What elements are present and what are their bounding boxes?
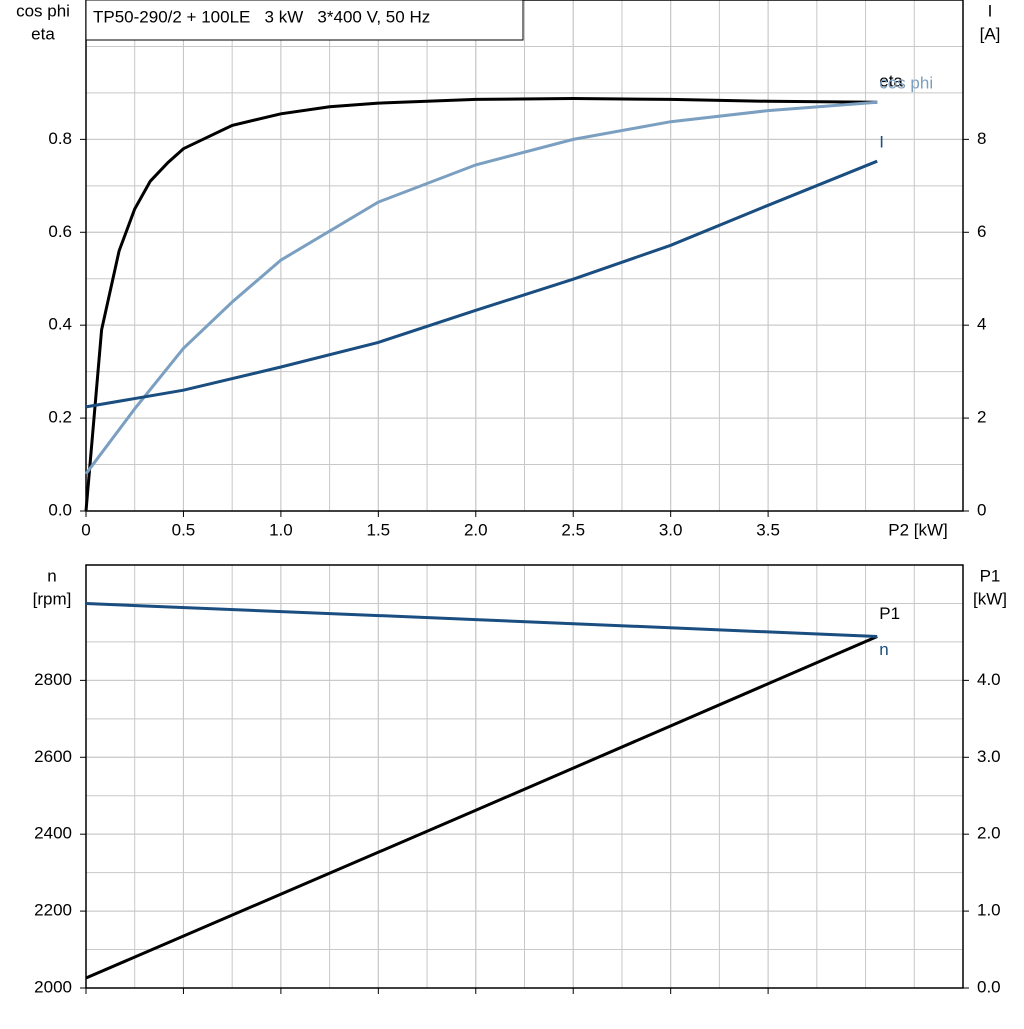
y-tick-label: 0.8 [48,129,72,148]
curve [85,159,878,409]
y2-tick-label: 0 [977,500,986,519]
x-tick-label: 2.5 [561,520,585,539]
y2-axis-label: P1 [980,566,1001,585]
x-tick-label: 2.0 [464,520,488,539]
chart-title: TP50-290/2 + 100LE 3 kW 3*400 V, 50 Hz [93,7,430,26]
x-axis-label: P2 [kW] [888,520,948,539]
y2-tick-label: 2.0 [977,824,1001,843]
y2-tick-label: 3.0 [977,747,1001,766]
x-tick-label: 1.5 [367,520,391,539]
y-tick-label: 0.6 [48,222,72,241]
y2-tick-label: 4.0 [977,670,1001,689]
y2-tick-label: 8 [977,129,986,148]
curve [84,100,878,475]
x-tick-label: 0.5 [172,520,196,539]
title-box [85,0,524,41]
y-tick-label: 2800 [34,670,72,689]
y-tick-label: 0.4 [48,315,72,334]
y-axis-label: eta [31,24,55,43]
y-axis-label: n [47,566,56,585]
y2-tick-label: 1.0 [977,901,1001,920]
curve [85,635,878,980]
y-tick-label: 2000 [34,977,72,996]
y-tick-label: 0.0 [48,500,72,519]
x-tick-label: 1.0 [269,520,293,539]
curve-label: n [879,640,888,659]
curve [85,602,878,638]
plot-frame [85,564,964,989]
y2-axis-label: I [988,1,993,20]
plot-frame [85,0,964,512]
y-axis-label: cos phi [16,1,70,20]
y2-axis-label: [kW] [973,589,1007,608]
y2-tick-label: 2 [977,408,986,427]
y-tick-label: 2200 [34,901,72,920]
curve-label: I [879,133,884,152]
x-tick-label: 0 [81,520,90,539]
y-tick-label: 2400 [34,824,72,843]
y-tick-label: 2600 [34,747,72,766]
y2-axis-label: [A] [980,24,1001,43]
curve-label: eta [879,72,903,91]
y-axis-label: [rpm] [33,589,72,608]
curve-label: cos phi [879,74,933,93]
y2-tick-label: 0.0 [977,977,1001,996]
y2-tick-label: 4 [977,315,986,334]
curve-label: P1 [879,604,900,623]
curve [84,96,878,512]
x-tick-label: 3.0 [659,520,683,539]
y2-tick-label: 6 [977,222,986,241]
y-tick-label: 0.2 [48,408,72,427]
x-tick-label: 3.5 [756,520,780,539]
